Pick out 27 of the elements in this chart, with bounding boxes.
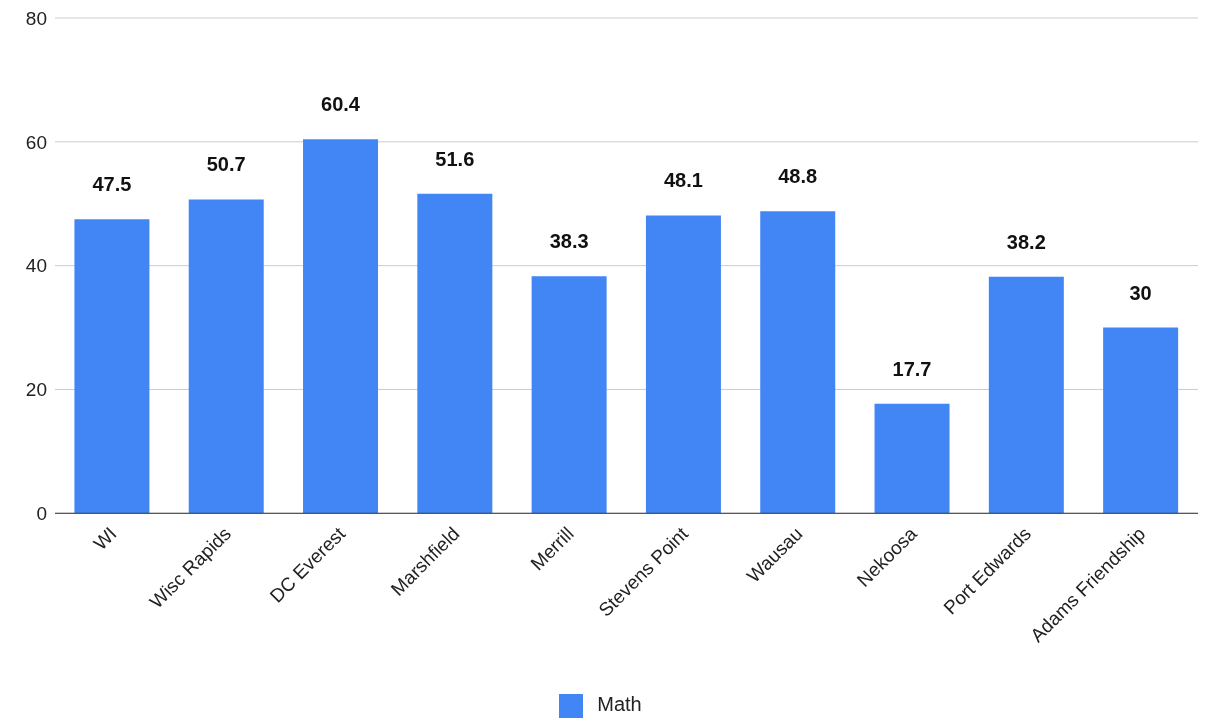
y-tick-label: 60 <box>25 131 47 153</box>
data-label: 50.7 <box>206 153 246 176</box>
data-label: 47.5 <box>92 173 132 196</box>
x-tick-label: WI <box>89 522 121 555</box>
bar <box>188 199 264 514</box>
data-label: 38.2 <box>1006 230 1046 253</box>
y-tick-label: 20 <box>25 379 47 401</box>
data-label: 51.6 <box>435 147 475 170</box>
bar <box>303 139 379 514</box>
bar <box>417 193 493 514</box>
data-label: 60.4 <box>321 93 361 116</box>
bar <box>988 276 1064 514</box>
bar <box>74 219 150 514</box>
data-label: 48.8 <box>778 165 818 188</box>
bar <box>645 215 721 514</box>
legend-label: Math <box>597 693 642 716</box>
bar <box>1103 327 1179 514</box>
bar <box>760 211 836 514</box>
bar <box>531 276 607 514</box>
data-label: 38.3 <box>549 230 589 253</box>
data-label: 17.7 <box>892 357 932 380</box>
y-tick-label: 40 <box>25 255 47 277</box>
y-tick-label: 80 <box>25 7 47 29</box>
bar <box>874 403 950 514</box>
data-label: 48.1 <box>663 169 703 192</box>
data-label: 30 <box>1129 281 1152 304</box>
y-tick-label: 0 <box>36 503 47 525</box>
